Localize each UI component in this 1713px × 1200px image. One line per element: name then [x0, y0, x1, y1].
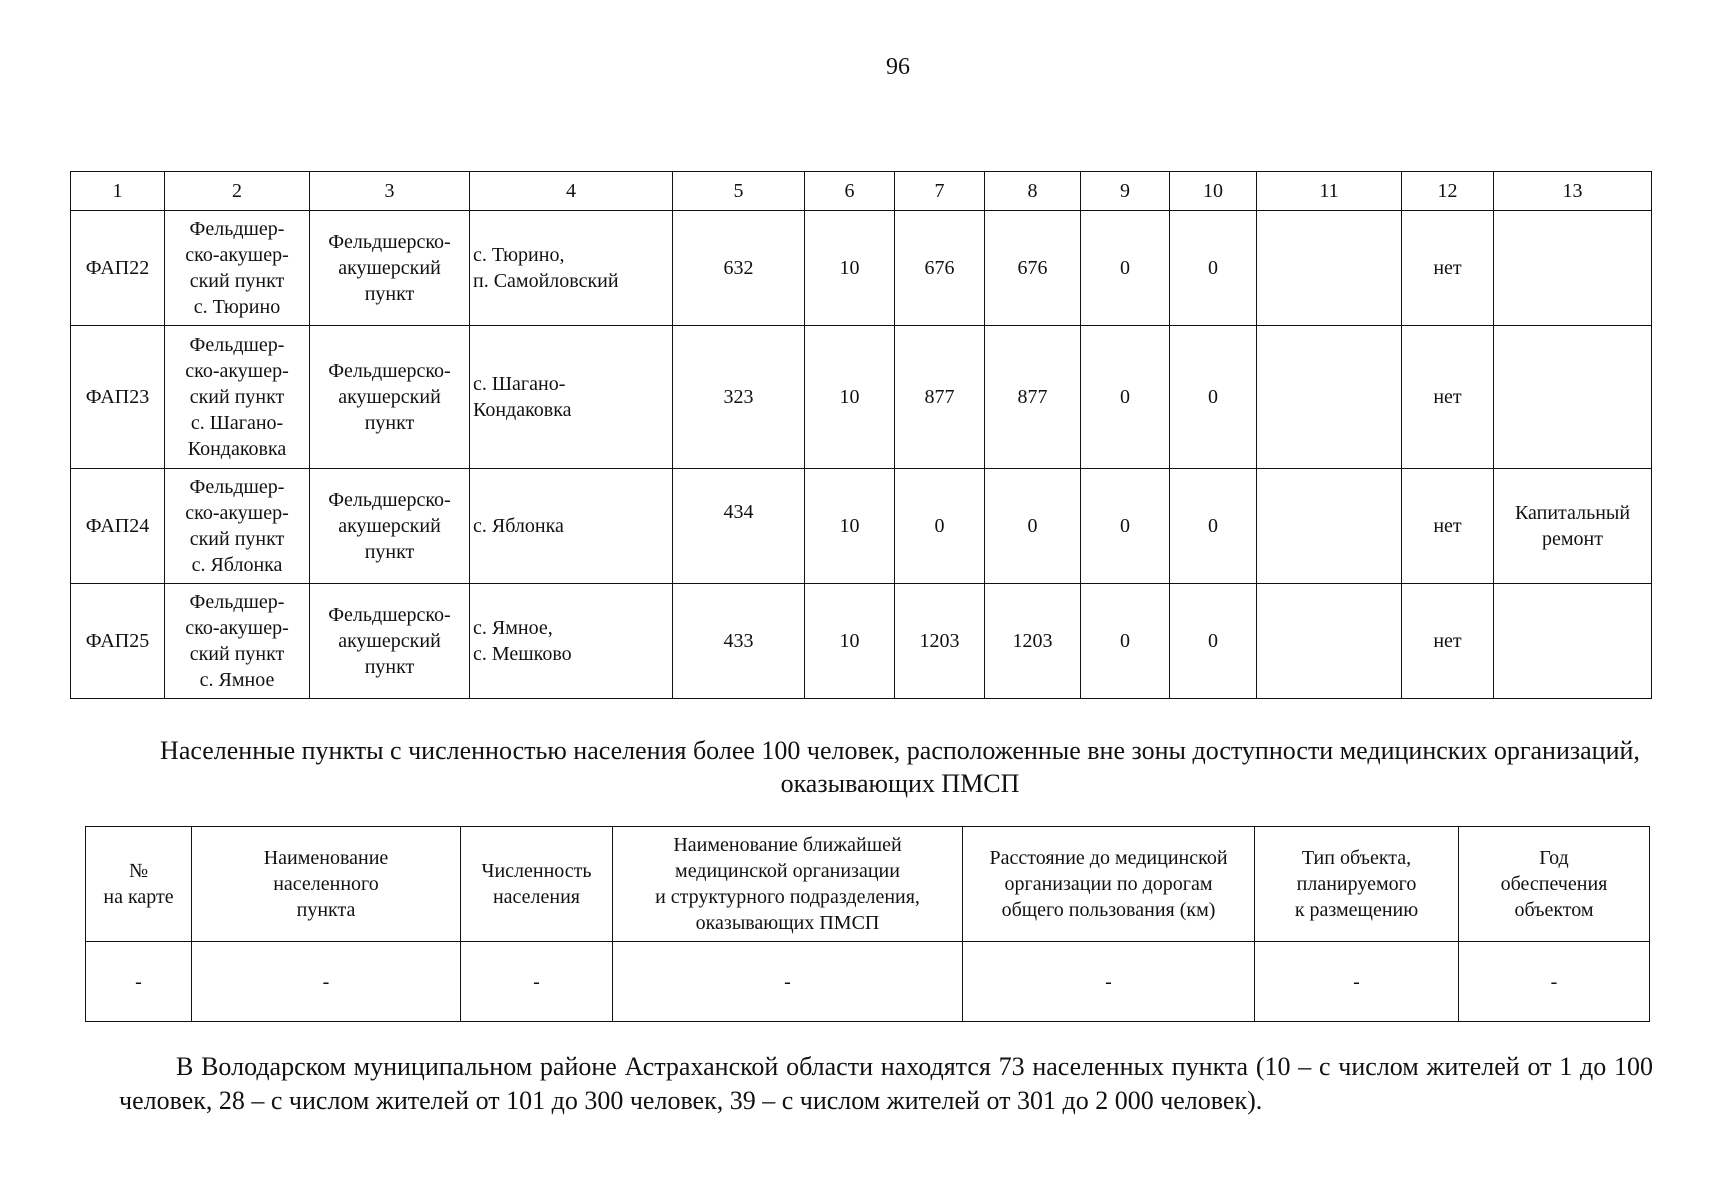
- table-cell: 10: [804, 583, 895, 699]
- table-cell: нет: [1401, 325, 1494, 469]
- column-number: 3: [309, 171, 470, 211]
- table-cell: -: [1254, 941, 1459, 1022]
- column-number: 7: [894, 171, 985, 211]
- table-cell: 433: [672, 583, 805, 699]
- table-cell: Фельдшерско- акушерский пункт: [309, 468, 470, 584]
- column-number: 5: [672, 171, 805, 211]
- column-number: 10: [1169, 171, 1257, 211]
- table-cell: 0: [1080, 583, 1170, 699]
- table-cell: Фельдшерско- акушерский пункт: [309, 210, 470, 326]
- table-cell: [1256, 583, 1402, 699]
- table-cell: 0: [1169, 583, 1257, 699]
- table-cell: 877: [894, 325, 985, 469]
- column-number: 4: [469, 171, 673, 211]
- table-row: -------: [85, 941, 1650, 1022]
- header-row: № на карте Наименование населенного пункт…: [85, 826, 1650, 942]
- table-cell: [1256, 468, 1402, 584]
- table-cell: 434: [672, 468, 805, 584]
- table-cell: нет: [1401, 210, 1494, 326]
- table-cell: с. Ямное, с. Мешково: [469, 583, 673, 699]
- column-number: 8: [984, 171, 1081, 211]
- table-cell: 676: [984, 210, 1081, 326]
- table-cell: Фельдшерско- акушерский пункт: [309, 583, 470, 699]
- table-cell: 1203: [984, 583, 1081, 699]
- fap-table: 1 2 3 4 5 6 7 8 9 10 11 12 13 ФАП22 Фельдшер- ско-акуш…: [70, 171, 1652, 699]
- table-row: ФАП24 Фельдшер- ско-акушер- ский пункт с.…: [70, 468, 1652, 584]
- table-cell: 10: [804, 325, 895, 469]
- settlements-table: № на карте Наименование населенного пункт…: [85, 826, 1650, 1022]
- table-cell: 0: [1080, 210, 1170, 326]
- column-number: 6: [804, 171, 895, 211]
- column-header: Год обеспечения объектом: [1458, 826, 1650, 942]
- column-number: 12: [1401, 171, 1494, 211]
- table-cell: ФАП25: [70, 583, 165, 699]
- table-cell: 0: [984, 468, 1081, 584]
- table-cell: Фельдшер- ско-акушер- ский пункт с. Тюри…: [164, 210, 310, 326]
- table-cell: -: [85, 941, 192, 1022]
- column-header: Численность населения: [460, 826, 613, 942]
- table-cell: с. Тюрино, п. Самойловский: [469, 210, 673, 326]
- table-cell: ФАП24: [70, 468, 165, 584]
- table-cell: [1256, 210, 1402, 326]
- column-header: Наименование населенного пункта: [191, 826, 461, 942]
- table-cell: 0: [1169, 210, 1257, 326]
- table-cell: -: [1458, 941, 1650, 1022]
- table-cell: -: [460, 941, 613, 1022]
- table-cell: Фельдшер- ско-акушер- ский пункт с. Ябло…: [164, 468, 310, 584]
- table-cell: 632: [672, 210, 805, 326]
- table-cell: 323: [672, 325, 805, 469]
- table-cell: 0: [1080, 468, 1170, 584]
- column-header: Наименование ближайшей медицинской орган…: [612, 826, 963, 942]
- table-cell: с. Яблонка: [469, 468, 673, 584]
- table-cell: 0: [1169, 468, 1257, 584]
- section-heading: Населенные пункты с численностью населен…: [160, 736, 1640, 798]
- table-cell: [1493, 583, 1652, 699]
- table-cell: 0: [894, 468, 985, 584]
- summary-paragraph: В Володарском муниципальном районе Астра…: [119, 1052, 1653, 1115]
- table-cell: нет: [1401, 468, 1494, 584]
- table-cell: -: [962, 941, 1255, 1022]
- table-cell: нет: [1401, 583, 1494, 699]
- column-header: Расстояние до медицинской организации по…: [962, 826, 1255, 942]
- table-cell: Фельдшер- ско-акушер- ский пункт с. Шага…: [164, 325, 310, 469]
- table-cell: Фельдшер- ско-акушер- ский пункт с. Ямно…: [164, 583, 310, 699]
- table-cell: [1493, 210, 1652, 326]
- table-row: ФАП25 Фельдшер- ско-акушер- ский пункт с.…: [70, 583, 1652, 699]
- table-cell: 1203: [894, 583, 985, 699]
- table-cell: ФАП23: [70, 325, 165, 469]
- table-cell: Капитальный ремонт: [1493, 468, 1652, 584]
- column-number-row: 1 2 3 4 5 6 7 8 9 10 11 12 13: [70, 171, 1652, 211]
- column-number: 13: [1493, 171, 1652, 211]
- table-cell: ФАП22: [70, 210, 165, 326]
- table-cell: 10: [804, 468, 895, 584]
- table-cell: [1256, 325, 1402, 469]
- table-row: ФАП23 Фельдшер- ско-акушер- ский пункт с.…: [70, 325, 1652, 469]
- table-row: ФАП22 Фельдшер- ско-акушер- ский пункт с.…: [70, 210, 1652, 326]
- column-header: № на карте: [85, 826, 192, 942]
- column-number: 2: [164, 171, 310, 211]
- table-cell: с. Шагано- Кондаковка: [469, 325, 673, 469]
- page-number: 96: [886, 54, 910, 80]
- table-cell: 10: [804, 210, 895, 326]
- table-cell: Фельдшерско- акушерский пункт: [309, 325, 470, 469]
- table-cell: 676: [894, 210, 985, 326]
- column-number: 1: [70, 171, 165, 211]
- table-cell: 0: [1169, 325, 1257, 469]
- table-cell: [1493, 325, 1652, 469]
- table-cell: -: [191, 941, 461, 1022]
- column-header: Тип объекта, планируемого к размещению: [1254, 826, 1459, 942]
- table-cell: 0: [1080, 325, 1170, 469]
- table-cell: 877: [984, 325, 1081, 469]
- column-number: 9: [1080, 171, 1170, 211]
- column-number: 11: [1256, 171, 1402, 211]
- table-cell: -: [612, 941, 963, 1022]
